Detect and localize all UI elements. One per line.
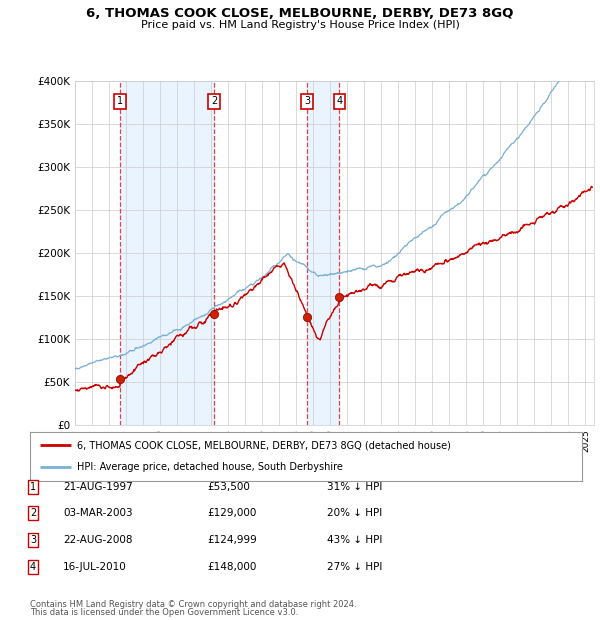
Text: 2: 2 (211, 96, 217, 106)
Text: 03-MAR-2003: 03-MAR-2003 (63, 508, 133, 518)
Text: 43% ↓ HPI: 43% ↓ HPI (327, 535, 382, 545)
Text: 1: 1 (117, 96, 123, 106)
Text: 21-AUG-1997: 21-AUG-1997 (63, 482, 133, 492)
Text: 1: 1 (30, 482, 36, 492)
Text: 3: 3 (304, 96, 310, 106)
Text: 20% ↓ HPI: 20% ↓ HPI (327, 508, 382, 518)
Text: £129,000: £129,000 (207, 508, 256, 518)
Bar (307, 81, 340, 425)
Text: HPI: Average price, detached house, South Derbyshire: HPI: Average price, detached house, Sout… (77, 463, 343, 472)
Text: 4: 4 (30, 562, 36, 572)
Text: 16-JUL-2010: 16-JUL-2010 (63, 562, 127, 572)
Text: 6, THOMAS COOK CLOSE, MELBOURNE, DERBY, DE73 8GQ (detached house): 6, THOMAS COOK CLOSE, MELBOURNE, DERBY, … (77, 440, 451, 450)
Text: 22-AUG-2008: 22-AUG-2008 (63, 535, 133, 545)
Text: £148,000: £148,000 (207, 562, 256, 572)
Bar (120, 81, 214, 425)
Text: 3: 3 (30, 535, 36, 545)
Text: This data is licensed under the Open Government Licence v3.0.: This data is licensed under the Open Gov… (30, 608, 298, 617)
Text: 27% ↓ HPI: 27% ↓ HPI (327, 562, 382, 572)
Text: £53,500: £53,500 (207, 482, 250, 492)
Text: Price paid vs. HM Land Registry's House Price Index (HPI): Price paid vs. HM Land Registry's House … (140, 20, 460, 30)
Text: 4: 4 (337, 96, 343, 106)
Text: 31% ↓ HPI: 31% ↓ HPI (327, 482, 382, 492)
Text: 2: 2 (30, 508, 36, 518)
Text: Contains HM Land Registry data © Crown copyright and database right 2024.: Contains HM Land Registry data © Crown c… (30, 600, 356, 609)
Text: 6, THOMAS COOK CLOSE, MELBOURNE, DERBY, DE73 8GQ: 6, THOMAS COOK CLOSE, MELBOURNE, DERBY, … (86, 7, 514, 20)
Text: £124,999: £124,999 (207, 535, 257, 545)
